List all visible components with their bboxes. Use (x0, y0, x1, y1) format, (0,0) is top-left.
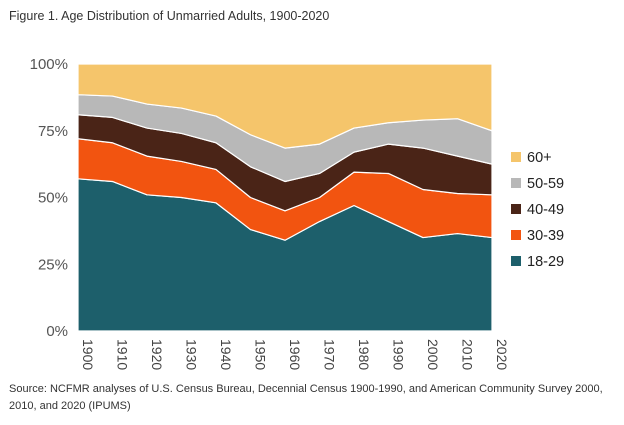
source-note: Source: NCFMR analyses of U.S. Census Bu… (9, 383, 603, 412)
area-series-group (77, 63, 493, 332)
y-tick-label: 25% (38, 256, 68, 273)
legend-swatch-18-29 (511, 256, 521, 266)
x-tick-label: 2020 (494, 339, 510, 370)
x-tick-label: 2000 (425, 339, 441, 370)
x-axis: 1900 1910 1920 1930 1940 1950 1960 1970 1980 1990… (80, 339, 510, 370)
y-tick-label: 100% (30, 56, 68, 73)
x-tick-label: 1940 (218, 339, 234, 370)
legend-swatch-30-39 (511, 230, 521, 240)
x-tick-label: 1970 (322, 339, 338, 370)
y-tick-label: 50% (38, 190, 68, 207)
y-axis: 0% 25% 50% 75% 100% (30, 56, 68, 340)
x-tick-label: 1990 (391, 339, 407, 370)
x-tick-label: 1960 (287, 339, 303, 370)
legend-swatch-60+ (511, 152, 521, 162)
x-tick-label: 1950 (253, 339, 269, 370)
legend-label-40-49: 40-49 (527, 202, 564, 218)
chart-title: Figure 1. Age Distribution of Unmarried … (9, 9, 330, 23)
x-tick-label: 1930 (184, 339, 200, 370)
legend-label-18-29: 18-29 (527, 254, 564, 270)
legend-label-30-39: 30-39 (527, 228, 564, 244)
legend-label-50-59: 50-59 (527, 176, 564, 192)
x-tick-label: 2010 (460, 339, 476, 370)
legend-label-60+: 60+ (527, 150, 552, 166)
x-tick-label: 1980 (356, 339, 372, 370)
area-60+ (77, 63, 493, 149)
legend-swatch-40-49 (511, 204, 521, 214)
legend-swatch-50-59 (511, 178, 521, 188)
legend: 60+ 50-59 40-49 30-39 18-29 (511, 150, 564, 270)
x-tick-label: 1910 (115, 339, 131, 370)
y-tick-label: 75% (38, 123, 68, 140)
x-tick-label: 1900 (80, 339, 96, 370)
y-tick-label: 0% (46, 323, 68, 340)
stacked-area-chart: 0% 25% 50% 75% 100% 1900 1910 1920 1930 1940 1950… (30, 56, 564, 370)
x-tick-label: 1920 (149, 339, 165, 370)
